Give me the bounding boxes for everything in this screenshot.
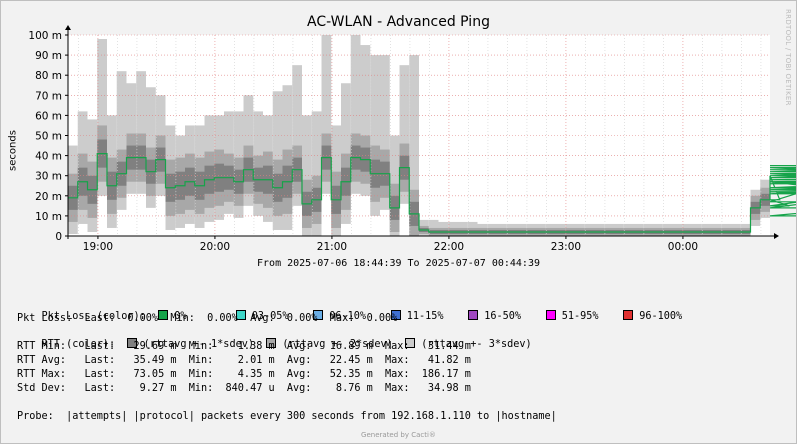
band-3sdev-bar <box>292 65 302 206</box>
probe-info: Probe: |attempts| |protocol| packets eve… <box>17 411 557 422</box>
y-tick-label: 0 <box>55 231 62 243</box>
legend-item-loss-0: 0% <box>158 310 187 322</box>
grid-lines <box>68 34 770 236</box>
rtt-max-stats: RTT Max: Last: 73.05 m Min: 4.35 m Avg: … <box>17 369 471 380</box>
y-tick-label: 50 m <box>35 131 62 143</box>
y-axis-arrow <box>65 25 71 30</box>
band-3sdev-bar <box>321 35 332 194</box>
y-tick-label: 100 m <box>28 30 62 42</box>
legend-label: 51-95% <box>561 311 599 322</box>
band-3sdev-bar <box>136 71 146 194</box>
legend-swatch <box>313 310 324 320</box>
x-tick-label: 23:00 <box>551 241 581 251</box>
x-axis-arrow <box>774 233 779 239</box>
legend-item-band1: (rttavg +- 1*sdev) <box>127 338 254 350</box>
band-3sdev-bar <box>350 35 361 194</box>
y-tick-label: 30 m <box>35 171 62 183</box>
legend-swatch <box>127 338 138 348</box>
x-tick-label: 19:00 <box>83 241 113 251</box>
band-3sdev-bar <box>370 55 380 216</box>
legend-swatch <box>468 310 479 320</box>
axes <box>65 25 779 239</box>
x-tick-label: 21:00 <box>317 241 347 251</box>
rtt-avg-line <box>68 152 796 233</box>
chart-title: AC-WLAN - Advanced Ping <box>307 14 490 30</box>
band-3sdev-bar <box>409 55 419 236</box>
chart-plot: 0 10 m 20 m 30 m 40 m 50 m 60 m 70 m 80 m 90 m 100… <box>28 25 796 251</box>
legend-item-loss-11-15: 11-15% <box>390 310 444 322</box>
std-dev-stats: Std Dev: Last: 9.27 m Min: 840.47 u Avg:… <box>17 383 471 394</box>
legend-label: 03-05% <box>251 311 289 322</box>
legend-label: (rttavg +- 2*sdev) <box>282 339 393 350</box>
pkt-loss-legend: Pkt Loss (color): 0% 03-05% 06-10% 11-15… <box>17 299 682 333</box>
legend-item-loss-6-10: 06-10% <box>313 310 367 322</box>
rtt-min-stats: RTT Min: Last: 29.69 m Min: 1.38 m Avg: … <box>17 341 471 352</box>
rtt-legend-label: RTT (color): <box>41 339 116 350</box>
band-3sdev-bar <box>116 71 127 210</box>
rtt-avg-stats: RTT Avg: Last: 35.49 m Min: 2.01 m Avg: … <box>17 355 471 366</box>
legend-item-loss-16-50: 16-50% <box>468 310 522 322</box>
generated-by: Generated by Cacti® <box>361 431 436 439</box>
x-tick-labels: 19:00 20:00 21:00 22:00 23:00 00:00 <box>83 241 698 251</box>
legend-item-band2: (rttavg +- 2*sdev) <box>266 338 393 350</box>
y-tick-label: 40 m <box>35 151 62 163</box>
band-3sdev-bar <box>399 65 410 204</box>
band-3sdev-bar <box>360 45 371 196</box>
legend-label: 16-50% <box>484 311 522 322</box>
pkt-loss-legend-label: Pkt Loss (color): <box>41 311 146 322</box>
y-tick-label: 90 m <box>35 50 62 62</box>
legend-label: 06-10% <box>329 311 367 322</box>
y-tick-label: 60 m <box>35 110 62 122</box>
band-3sdev-bar <box>97 39 107 196</box>
y-tick-label: 80 m <box>35 70 62 82</box>
legend-swatch <box>545 310 556 320</box>
y-tick-label: 10 m <box>35 211 62 223</box>
time-range: From 2025-07-06 18:44:39 To 2025-07-07 0… <box>257 258 540 269</box>
rtt-legend: RTT (color): (rttavg +- 1*sdev) (rttavg … <box>17 327 532 361</box>
legend-label: 11-15% <box>406 311 444 322</box>
x-tick-label: 20:00 <box>200 241 230 251</box>
legend-label: 0% <box>174 311 187 322</box>
x-tick-label: 00:00 <box>668 241 698 251</box>
pkt-loss-stats: Pkt Loss: Last: 0.00% Min: 0.00% Avg: 0.… <box>17 313 398 324</box>
legend-label: (rttavg +- 1*sdev) <box>143 339 254 350</box>
legend-swatch <box>266 338 277 348</box>
band-3sdev-bar <box>380 55 390 210</box>
legend-item-loss-51-95: 51-95% <box>545 310 599 322</box>
legend-swatch <box>405 338 416 348</box>
legend-item-loss-3-5: 03-05% <box>235 310 289 322</box>
rtt-avg-path <box>68 152 796 233</box>
legend-label: 96-100% <box>639 311 683 322</box>
legend-swatch <box>158 310 169 320</box>
y-tick-label: 20 m <box>35 191 62 203</box>
legend-item-loss-96-100: 96-100% <box>623 310 683 322</box>
y-tick-label: 70 m <box>35 90 62 102</box>
legend-item-band3: (rttavg +- 3*sdev) <box>405 338 532 350</box>
band-3sdev-bar <box>311 111 322 236</box>
y-tick-labels: 0 10 m 20 m 30 m 40 m 50 m 60 m 70 m 80 m 90 m 100… <box>28 30 62 243</box>
x-tick-label: 22:00 <box>434 241 464 251</box>
legend-swatch <box>623 310 634 320</box>
rrdtool-watermark: RRDTOOL / TOBI OETIKER <box>784 9 792 106</box>
band-3sdev-bar <box>302 115 312 236</box>
legend-label: (rttavg +- 3*sdev) <box>421 339 532 350</box>
legend-swatch <box>235 310 246 320</box>
band-3sdev-bar <box>428 219 439 236</box>
